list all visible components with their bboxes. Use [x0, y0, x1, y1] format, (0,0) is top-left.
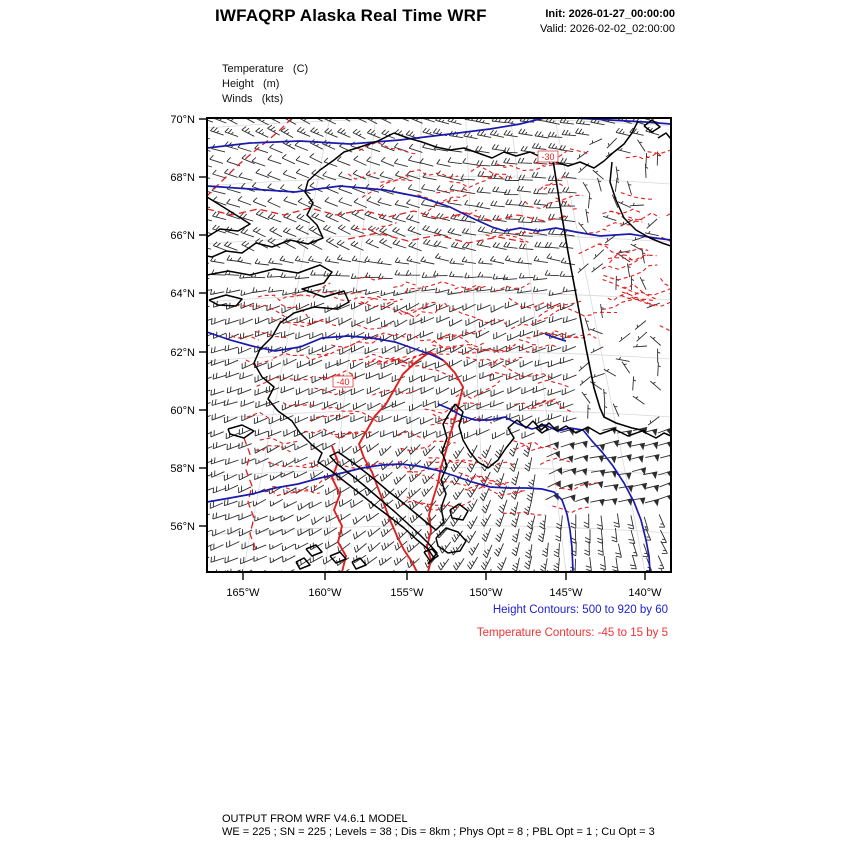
contour-label: -30	[541, 152, 554, 162]
lat-tick-label: 68°N	[170, 172, 195, 184]
legend-temperature: Temperature (C)	[222, 63, 309, 75]
axis-ticks	[199, 118, 646, 580]
contour-label-box	[332, 375, 354, 388]
temperature-contour-fragments	[231, 142, 671, 516]
coastline	[207, 119, 671, 570]
lat-tick-label: 58°N	[170, 463, 195, 475]
lat-tick-label: 56°N	[170, 521, 195, 533]
map-frame	[206, 117, 672, 573]
contour-label: -40	[336, 377, 349, 387]
model-output-line: OUTPUT FROM WRF V4.6.1 MODEL	[222, 813, 408, 825]
contour-label-box	[537, 150, 559, 163]
legend-height: Height (m)	[222, 78, 280, 90]
legend-winds: Winds (kts)	[222, 93, 284, 105]
valid-timestamp: Valid: 2026-02-02_02:00:00	[540, 23, 675, 35]
lon-tick-label: 155°W	[390, 587, 424, 599]
lon-tick-label: 140°W	[628, 587, 662, 599]
axis-labels: 70°N 68°N 66°N 64°N 62°N 60°N 58°N 56°N 165°W 160…	[170, 114, 662, 599]
init-timestamp: Init: 2026-01-27_00:00:00	[545, 8, 675, 20]
lon-tick-label: 145°W	[549, 587, 583, 599]
height-contours-caption: Height Contours: 500 to 920 by 60	[492, 604, 668, 616]
lat-tick-label: 66°N	[170, 230, 195, 242]
lon-tick-label: 150°W	[469, 587, 503, 599]
temperature-contours-caption: Temperature Contours: -45 to 15 by 5	[476, 627, 668, 639]
lat-tick-label: 62°N	[170, 347, 195, 359]
map-inner: -30 -40	[207, 118, 671, 572]
lon-tick-label: 160°W	[308, 587, 342, 599]
lat-tick-label: 60°N	[170, 405, 195, 417]
lon-tick-label: 165°W	[226, 587, 260, 599]
height-contours	[207, 118, 671, 572]
page-title: IWFAQRP Alaska Real Time WRF	[215, 6, 487, 25]
lat-tick-label: 70°N	[170, 114, 195, 126]
lat-tick-label: 64°N	[170, 288, 195, 300]
canada-border-line	[552, 159, 647, 432]
model-config-line: WE = 225 ; SN = 225 ; Levels = 38 ; Dis …	[222, 826, 655, 838]
